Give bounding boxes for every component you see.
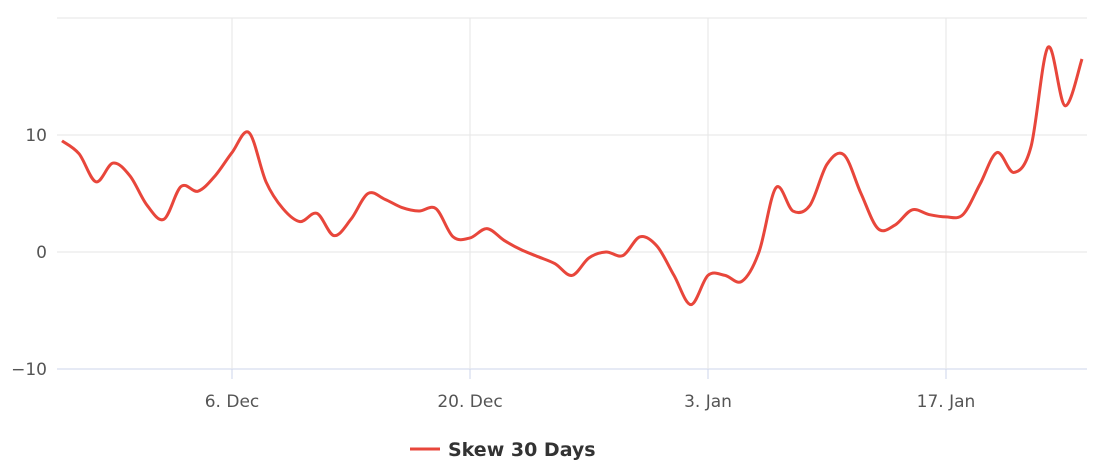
y-tick-label: 0 [36,243,47,263]
plot-area [61,45,1084,307]
x-tick-label: 6. Dec [205,392,260,412]
grid: −10 0 10 6. Dec 20. Dec 3. Jan 17. Jan [11,17,1087,412]
legend-label[interactable]: Skew 30 Days [448,439,596,461]
x-tick-label: 3. Jan [684,392,732,412]
line-series [61,45,1084,307]
x-tick-label: 20. Dec [437,392,502,412]
y-tick-label: 10 [25,126,47,146]
y-tick-label: −10 [11,360,47,380]
legend[interactable]: Skew 30 Days [410,439,596,461]
x-tick-label: 17. Jan [917,392,976,412]
